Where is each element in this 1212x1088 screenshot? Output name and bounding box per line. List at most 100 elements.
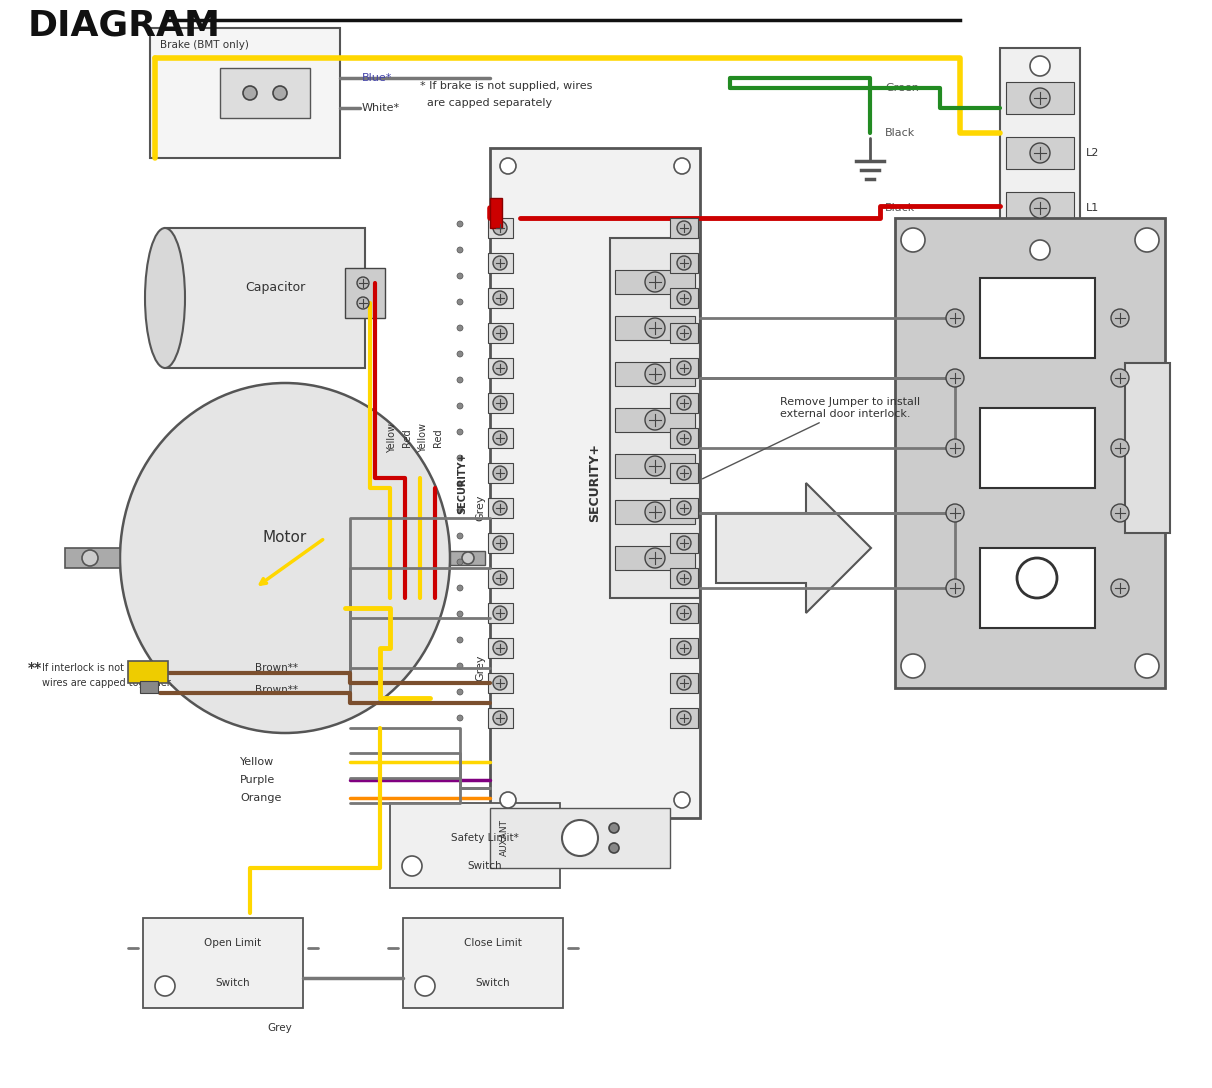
Bar: [670, 254, 698, 273]
Bar: [141, 681, 158, 693]
Circle shape: [674, 792, 690, 808]
Bar: [614, 316, 694, 339]
Circle shape: [493, 256, 507, 270]
Text: Brown**: Brown**: [255, 663, 298, 673]
Circle shape: [457, 429, 463, 435]
Circle shape: [678, 256, 691, 270]
Text: Grey: Grey: [475, 495, 485, 521]
Circle shape: [493, 361, 507, 375]
Text: If interlock is not used,: If interlock is not used,: [42, 663, 154, 673]
Circle shape: [645, 502, 665, 522]
Circle shape: [493, 431, 507, 445]
Circle shape: [678, 290, 691, 305]
Circle shape: [901, 228, 925, 252]
Text: are capped separately: are capped separately: [421, 98, 553, 108]
Bar: [1000, 48, 1080, 268]
Circle shape: [457, 533, 463, 539]
Circle shape: [901, 654, 925, 678]
Circle shape: [645, 456, 665, 477]
Circle shape: [562, 820, 598, 856]
Bar: [670, 708, 698, 728]
Text: AUXANT: AUXANT: [501, 819, 509, 856]
Circle shape: [457, 715, 463, 721]
Bar: [488, 463, 513, 483]
Circle shape: [678, 396, 691, 410]
Circle shape: [493, 676, 507, 690]
Bar: [488, 498, 513, 518]
Circle shape: [608, 843, 619, 853]
Bar: [488, 673, 513, 693]
Text: Yellow: Yellow: [387, 423, 398, 453]
Circle shape: [1134, 228, 1159, 252]
Circle shape: [402, 856, 422, 876]
Bar: [894, 218, 1165, 688]
Text: wires are capped together.: wires are capped together.: [42, 678, 173, 688]
Bar: [614, 546, 694, 570]
Text: Grey: Grey: [268, 1023, 292, 1033]
Bar: [981, 548, 1094, 628]
Text: Green: Green: [885, 83, 919, 92]
Bar: [670, 638, 698, 658]
Text: White*: White*: [362, 103, 400, 113]
Circle shape: [457, 273, 463, 279]
Circle shape: [1111, 369, 1130, 387]
Circle shape: [947, 438, 964, 457]
Text: Motor: Motor: [263, 531, 307, 545]
Ellipse shape: [120, 383, 450, 733]
Bar: [65, 548, 120, 568]
Circle shape: [457, 559, 463, 565]
Circle shape: [493, 221, 507, 235]
Bar: [670, 568, 698, 588]
Polygon shape: [716, 483, 871, 613]
Circle shape: [678, 221, 691, 235]
Text: CLOSE: CLOSE: [1017, 463, 1057, 473]
Bar: [488, 288, 513, 308]
Text: V: V: [1028, 424, 1047, 448]
Circle shape: [947, 579, 964, 597]
Bar: [670, 393, 698, 413]
Bar: [1006, 82, 1074, 114]
Bar: [670, 498, 698, 518]
Bar: [390, 803, 560, 888]
Circle shape: [457, 221, 463, 227]
Circle shape: [457, 507, 463, 514]
Circle shape: [947, 369, 964, 387]
Circle shape: [1017, 558, 1057, 598]
Circle shape: [1030, 143, 1050, 163]
Text: Grey: Grey: [475, 655, 485, 681]
Circle shape: [645, 318, 665, 338]
Text: Brake (BMT only): Brake (BMT only): [160, 40, 248, 50]
Text: Switch: Switch: [216, 978, 251, 988]
Bar: [670, 358, 698, 378]
Bar: [450, 551, 485, 565]
Circle shape: [155, 976, 175, 996]
Bar: [614, 408, 694, 432]
Bar: [128, 662, 168, 683]
Bar: [670, 218, 698, 238]
Bar: [490, 148, 701, 818]
Circle shape: [457, 611, 463, 617]
Bar: [670, 323, 698, 343]
Bar: [488, 323, 513, 343]
Bar: [488, 393, 513, 413]
Circle shape: [493, 500, 507, 515]
Circle shape: [645, 364, 665, 384]
Bar: [610, 238, 701, 598]
Circle shape: [645, 410, 665, 430]
Text: Capacitor: Capacitor: [245, 282, 305, 295]
Text: L1: L1: [1086, 203, 1099, 213]
Text: Yellow: Yellow: [418, 423, 428, 453]
Circle shape: [493, 396, 507, 410]
Bar: [143, 918, 303, 1007]
Bar: [981, 279, 1094, 358]
Bar: [488, 428, 513, 448]
Bar: [488, 638, 513, 658]
Circle shape: [645, 548, 665, 568]
Ellipse shape: [145, 228, 185, 368]
Text: * If brake is not supplied, wires: * If brake is not supplied, wires: [421, 81, 593, 91]
Circle shape: [493, 606, 507, 620]
Circle shape: [462, 552, 474, 564]
Bar: [981, 408, 1094, 489]
Circle shape: [678, 466, 691, 480]
Bar: [165, 228, 365, 368]
